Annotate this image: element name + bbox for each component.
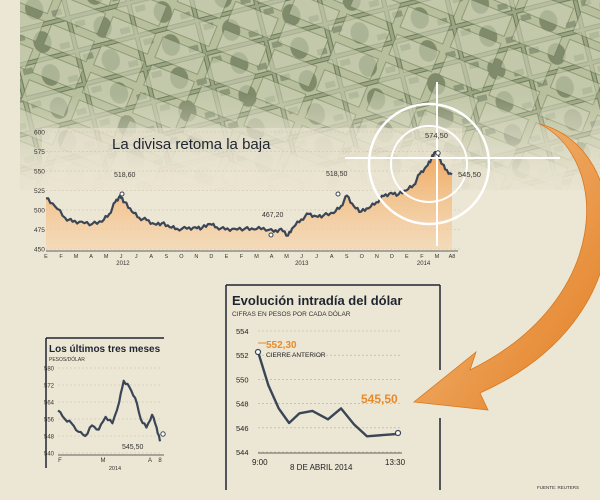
small-chart-x-axis: F M A 8 2014	[58, 454, 164, 472]
main-year-label: 2013	[295, 261, 309, 267]
main-month-label: M	[435, 254, 440, 260]
main-ytick-label: 550	[34, 169, 45, 176]
main-year-label: 2012	[116, 261, 130, 267]
small-chart-panel: Los últimos tres meses PESOS/DÓLAR 580 57…	[44, 337, 166, 472]
marker-467-20	[268, 232, 274, 238]
intraday-grid: 554 552 550 548 546 544	[236, 327, 402, 457]
intraday-title: Evolución intradía del dólar	[232, 293, 402, 308]
intraday-end-label: 13:30	[385, 458, 406, 467]
annotation-518-60: 518,60	[114, 172, 136, 179]
intraday-panel: Evolución intradía del dólar CIFRAS EN P…	[225, 284, 441, 490]
main-month-label: A	[149, 254, 153, 260]
small-chart-line	[57, 379, 162, 442]
main-ytick-label: 500	[34, 208, 45, 215]
annotation-545-50-main: 545,50	[458, 170, 481, 179]
curved-arrow-icon	[412, 123, 600, 411]
main-ytick-label: 575	[34, 149, 45, 156]
money-background	[20, 0, 600, 205]
small-ytick-label: 580	[44, 367, 55, 373]
main-month-label: F	[59, 254, 63, 260]
main-month-label: N	[194, 254, 198, 260]
previous-close-value: 552,30	[266, 340, 297, 351]
intraday-ytick-label: 552	[236, 351, 249, 360]
small-chart-ylabel: PESOS/DÓLAR	[49, 356, 85, 363]
small-month-label: F	[58, 458, 62, 464]
intraday-ytick-label: 548	[236, 400, 249, 409]
main-year-label: 2014	[417, 261, 431, 267]
main-month-label: E	[44, 254, 48, 260]
crosshair-target-icon	[345, 82, 560, 246]
main-month-label: J	[315, 254, 318, 260]
small-month-label: M	[101, 458, 106, 464]
intraday-ytick-label: 544	[236, 448, 249, 457]
main-month-label: A	[270, 254, 274, 260]
main-month-label: E	[405, 254, 409, 260]
main-month-label: D	[209, 254, 213, 260]
main-month-label: J	[120, 254, 123, 260]
main-month-label: N	[375, 254, 379, 260]
intraday-start-marker	[254, 348, 262, 356]
marker-518-60	[119, 191, 125, 197]
main-month-label: F	[240, 254, 244, 260]
intraday-xlabel: 8 DE ABRIL 2014	[290, 463, 353, 472]
main-month-label: E	[225, 254, 229, 260]
intraday-line	[256, 351, 399, 438]
main-chart-area	[46, 151, 452, 249]
source-label: FUENTE: REUTERS	[537, 485, 579, 490]
small-chart-end-marker	[160, 431, 166, 437]
main-ytick-label: 525	[34, 188, 45, 195]
main-month-label: A8	[449, 254, 456, 260]
small-ytick-label: 540	[44, 452, 55, 458]
main-month-label: M	[254, 254, 259, 260]
small-month-label: A	[148, 458, 152, 464]
main-ytick-label: 475	[34, 227, 45, 234]
main-chart-x-axis: E F M A M J J A S O N D E F M A M J J A S O N D E F M A8 2012 2013 201…	[44, 250, 458, 267]
main-chart-y-ticks: 600 575 550 525 500 475 450	[34, 130, 45, 254]
previous-close-label: CIERRE ANTERIOR	[266, 352, 326, 359]
main-month-label: O	[179, 254, 184, 260]
main-month-label: M	[104, 254, 109, 260]
main-ytick-label: 600	[34, 130, 45, 137]
main-month-label: S	[345, 254, 349, 260]
main-ytick-label: 450	[34, 247, 45, 254]
small-ytick-label: 572	[44, 384, 55, 390]
intraday-subtitle: CIFRAS EN PESOS POR CADA DÓLAR	[232, 309, 351, 318]
main-month-label: O	[360, 254, 365, 260]
small-chart-annotation: 545,50	[122, 444, 144, 451]
main-month-label: S	[164, 254, 168, 260]
marker-518-50	[335, 191, 341, 197]
annotation-574-50: 574,50	[425, 131, 448, 140]
main-month-label: M	[74, 254, 79, 260]
small-ytick-label: 548	[44, 435, 55, 441]
intraday-end-marker	[394, 429, 402, 437]
main-month-label: A	[330, 254, 334, 260]
annotation-518-50: 518,50	[326, 171, 348, 178]
annotation-467-20: 467,20	[262, 212, 284, 219]
main-month-label: D	[390, 254, 394, 260]
small-ytick-label: 564	[44, 401, 55, 407]
intraday-ytick-label: 546	[236, 424, 249, 433]
intraday-ytick-label: 554	[236, 327, 249, 336]
main-chart-title: La divisa retoma la baja	[112, 136, 271, 153]
main-chart: 600 575 550 525 500 475 450 E F M A M J J A S O N D E F M A M J…	[34, 128, 462, 278]
small-year-label: 2014	[109, 466, 121, 472]
main-month-label: J	[300, 254, 303, 260]
intraday-start-label: 9:00	[252, 458, 268, 467]
main-month-label: F	[420, 254, 424, 260]
small-month-label: 8	[158, 458, 162, 464]
main-month-label: M	[284, 254, 289, 260]
main-month-label: A	[89, 254, 93, 260]
small-ytick-label: 556	[44, 418, 55, 424]
intraday-close-value: 545,50	[361, 392, 398, 406]
small-chart-title: Los últimos tres meses	[49, 344, 161, 355]
marker-574-50	[435, 150, 441, 156]
small-chart-grid: 580 572 564 556 548 540	[44, 367, 160, 458]
main-month-label: J	[135, 254, 138, 260]
intraday-ytick-label: 550	[236, 375, 249, 384]
